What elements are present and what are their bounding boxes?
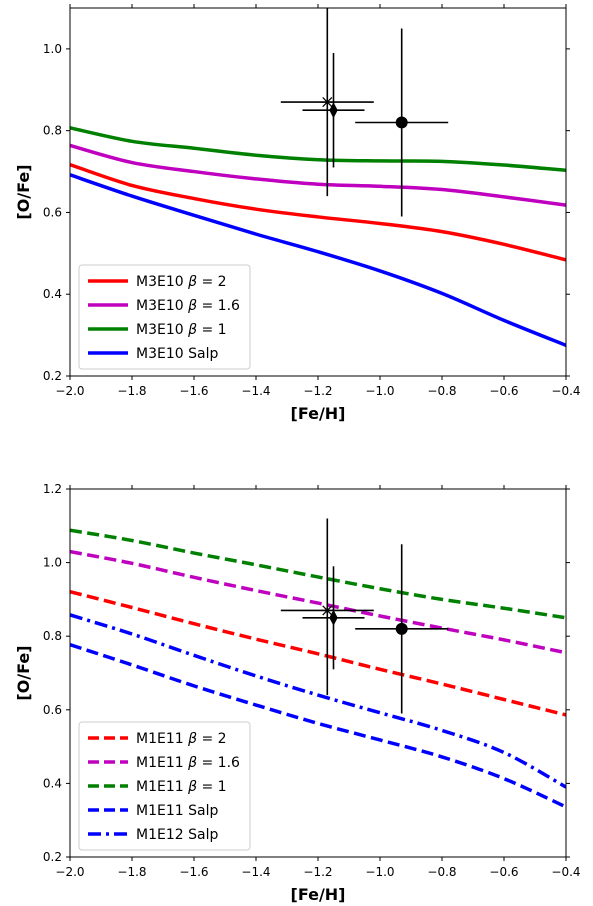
series-line-3 <box>70 528 566 620</box>
legend-label-4: M1E11 Salp <box>136 803 218 819</box>
x-tick-label: −0.6 <box>489 865 518 879</box>
data-point-circle <box>355 544 449 714</box>
y-tick-label: 1.0 <box>43 556 62 570</box>
data-point-diamond <box>302 52 365 168</box>
series-line-2 <box>70 549 566 655</box>
series-line-1 <box>70 589 566 717</box>
x-tick-label: −1.6 <box>179 865 208 879</box>
legend-label-part: = 2 <box>197 274 227 290</box>
data-point-circle <box>355 28 449 217</box>
legend-label-part: β <box>187 274 197 290</box>
legend-label-part: M3E10 Salp <box>136 346 218 362</box>
legend-label-2: M1E11 β = 1.6 <box>136 755 240 771</box>
x-tick-label: −2.0 <box>55 384 84 398</box>
legend-label-part: M1E11 Salp <box>136 803 218 819</box>
data-point-diamond <box>302 566 365 670</box>
legend-label-part: M3E10 <box>136 274 188 290</box>
series-line-2 <box>70 143 566 207</box>
x-tick-label: −0.8 <box>427 865 456 879</box>
legend-label-part: = 1 <box>197 779 227 795</box>
legend-label-part: β <box>187 755 197 771</box>
y-tick-label: 0.6 <box>43 703 62 717</box>
legend-label-part: M3E10 <box>136 298 188 314</box>
x-tick-label: −0.6 <box>489 384 518 398</box>
y-tick-label: 0.8 <box>43 124 62 138</box>
legend-label-part: M1E11 <box>136 755 188 771</box>
x-axis-title: [Fe/H] <box>291 404 346 423</box>
legend-label-3: M3E10 β = 1 <box>136 322 227 338</box>
data-point-star <box>280 518 374 696</box>
x-tick-label: −0.8 <box>427 384 456 398</box>
legend-label-5: M1E12 Salp <box>136 827 218 843</box>
legend-label-part: M1E11 <box>136 779 188 795</box>
y-tick-label: 0.6 <box>43 205 62 219</box>
legend-label-part: = 1.6 <box>197 755 240 771</box>
y-axis-title: [O/Fe] <box>14 164 33 219</box>
legend-label-part: = 1 <box>197 322 227 338</box>
series-line-1 <box>70 162 566 262</box>
series-group <box>70 528 566 809</box>
legend-label-part: β <box>187 322 197 338</box>
x-tick-label: −1.2 <box>303 384 332 398</box>
circle-marker <box>395 116 408 129</box>
legend-label-part: β <box>187 731 197 747</box>
data-point-star <box>280 8 374 197</box>
x-tick-label: −1.8 <box>117 384 146 398</box>
series-line-3 <box>70 126 566 173</box>
diamond-marker <box>329 102 338 119</box>
x-tick-label: −0.4 <box>551 384 580 398</box>
series-line-4 <box>70 173 566 347</box>
x-tick-label: −2.0 <box>55 865 84 879</box>
legend-label-2: M3E10 β = 1.6 <box>136 298 240 314</box>
x-tick-label: −1.4 <box>241 865 270 879</box>
x-tick-label: −1.8 <box>117 865 146 879</box>
y-tick-label: 0.8 <box>43 629 62 643</box>
y-tick-label: 0.2 <box>43 850 62 864</box>
legend-label-1: M1E11 β = 2 <box>136 731 227 747</box>
x-tick-label: −0.4 <box>551 865 580 879</box>
y-tick-label: 1.2 <box>43 482 62 496</box>
series-line-5 <box>70 613 566 789</box>
legend-box <box>78 264 251 370</box>
x-tick-label: −1.4 <box>241 384 270 398</box>
x-tick-label: −1.0 <box>365 384 394 398</box>
y-tick-label: 1.0 <box>43 42 62 56</box>
legend-label-3: M1E11 β = 1 <box>136 779 227 795</box>
x-axis-title: [Fe/H] <box>291 885 346 904</box>
legend-label-part: = 1.6 <box>197 298 240 314</box>
series-group <box>70 126 566 347</box>
x-tick-label: −1.2 <box>303 865 332 879</box>
legend-label-part: M3E10 <box>136 322 188 338</box>
x-tick-label: −1.6 <box>179 384 208 398</box>
legend-label-1: M3E10 β = 2 <box>136 274 227 290</box>
legend-label-part: M1E12 Salp <box>136 827 218 843</box>
star-marker-stroke <box>322 605 333 616</box>
diamond-marker <box>329 609 338 626</box>
chart-panel-2: −2.0 −1.8 −1.6 −1.4 −1.2 −1.0 −0.8 −0.6 −0.4 0.2 0… <box>14 482 581 904</box>
y-tick-label: 0.2 <box>43 369 62 383</box>
y-tick-label: 0.4 <box>43 776 62 790</box>
star-marker-stroke <box>322 97 333 108</box>
chart-panel-1: −2.0 −1.8 −1.6 −1.4 −1.2 −1.0 −0.8 −0.6 −0.4 0.2 0… <box>14 4 581 423</box>
legend-label-part: = 2 <box>197 731 227 747</box>
legend-box <box>78 721 251 851</box>
legend-label-4: M3E10 Salp <box>136 346 218 362</box>
legend-label-part: β <box>187 779 197 795</box>
legend-label-part: β <box>187 298 197 314</box>
y-axis-title: [O/Fe] <box>14 645 33 700</box>
legend-label-part: M1E11 <box>136 731 188 747</box>
y-tick-label: 0.4 <box>43 287 62 301</box>
circle-marker <box>395 622 408 635</box>
x-tick-label: −1.0 <box>365 865 394 879</box>
